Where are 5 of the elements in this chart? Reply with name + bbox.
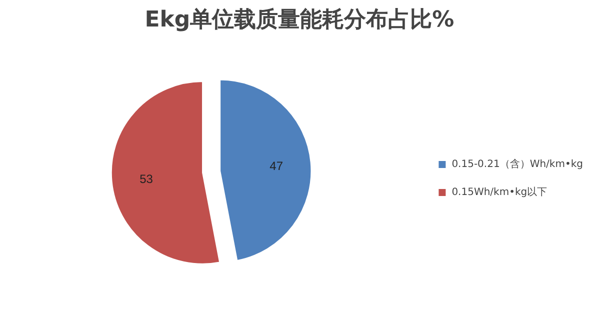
- legend-label: 0.15Wh/km•kg以下: [452, 186, 548, 198]
- legend-label: 0.15-0.21（含）Wh/km•kg: [452, 158, 583, 170]
- chart-title: Ekg单位载质量能耗分布占比%: [144, 8, 454, 32]
- data-label: 47: [270, 158, 284, 173]
- data-label: 53: [140, 172, 154, 186]
